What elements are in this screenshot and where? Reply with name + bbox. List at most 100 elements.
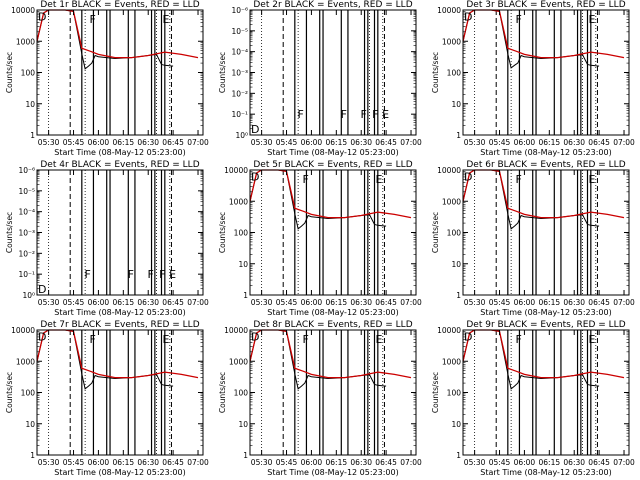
y-tick-label: 10 (238, 420, 248, 429)
flag-letter: E (589, 13, 596, 26)
y-tick-label: 10000 (11, 326, 35, 335)
flag-letter: D (464, 11, 472, 24)
x-tick-label: 06:45 (162, 138, 184, 147)
x-tick-label: 07:00 (613, 138, 635, 147)
plot-frame (462, 9, 630, 136)
x-tick-label: 06:00 (301, 458, 323, 467)
x-tick-label: 06:15 (113, 458, 135, 467)
plot-frame (36, 329, 204, 456)
lld-series-line (249, 169, 412, 219)
x-tick-label: 05:45 (63, 298, 85, 307)
x-tick-label: 06:45 (588, 458, 610, 467)
y-tick-label: 10000 (437, 326, 461, 335)
y-tick-label: 1000 (442, 197, 461, 206)
flag-letter: F (89, 13, 95, 26)
flag-letter: F (361, 108, 367, 121)
x-tick-label: 06:15 (539, 298, 561, 307)
flag-letter: E (376, 333, 383, 346)
y-tick-label: 10⁻⁵ (231, 27, 248, 36)
flag-letter: F (128, 268, 134, 281)
x-tick-label: 06:15 (113, 138, 135, 147)
x-tick-label: 06:00 (514, 298, 536, 307)
lld-series-line (462, 9, 625, 59)
chart-panel-7: Det 7r BLACK = Events, RED = LLD 1 10 100 10… (5, 320, 209, 477)
y-tick-label: 1000 (16, 357, 35, 366)
flag-letter: F (84, 268, 90, 281)
y-tick-label: 1000 (442, 357, 461, 366)
y-tick-label: 1 (456, 291, 461, 300)
x-tick-label: 05:45 (276, 298, 298, 307)
plot-frame (462, 169, 630, 296)
y-tick-label: 10 (25, 100, 35, 109)
x-tick-label: 06:00 (88, 458, 110, 467)
flag-letter: D (38, 331, 46, 344)
lld-series-line (249, 329, 412, 379)
y-tick-label: 10 (25, 420, 35, 429)
flag-letter: E (169, 268, 176, 281)
x-axis-label: Start Time (08-May-12 05:23:00) (54, 308, 185, 317)
y-tick-label: 10 (451, 260, 461, 269)
x-tick-label: 06:30 (350, 458, 372, 467)
events-series-line (36, 9, 174, 70)
x-axis-label: Start Time (08-May-12 05:23:00) (267, 148, 398, 157)
x-tick-label: 05:30 (464, 458, 486, 467)
x-tick-label: 06:30 (350, 298, 372, 307)
y-tick-label: 1 (456, 131, 461, 140)
x-tick-label: 07:00 (400, 458, 422, 467)
x-tick-label: 05:30 (38, 458, 60, 467)
x-tick-label: 06:45 (588, 138, 610, 147)
flag-letter: E (382, 108, 389, 121)
y-tick-label: 1 (243, 291, 248, 300)
flag-letter: F (302, 333, 308, 346)
chart-panel-2: Det 2r BLACK = Events, RED = LLD 10⁰ 10⁻¹ 1… (218, 0, 422, 157)
y-tick-label: 1000 (442, 37, 461, 46)
x-tick-label: 06:45 (375, 458, 397, 467)
y-axis-label: Counts/sec (431, 52, 440, 93)
flag-letter: D (251, 171, 259, 184)
y-axis-label: Counts/sec (5, 372, 14, 413)
y-tick-label: 1 (456, 451, 461, 460)
plot-frame (462, 329, 630, 456)
chart-title: Det 9r BLACK = Events, RED = LLD (466, 320, 625, 330)
flag-letter: F (302, 173, 308, 186)
chart-panel-8: Det 8r BLACK = Events, RED = LLD 1 10 100 10… (218, 320, 422, 477)
x-tick-label: 05:45 (63, 458, 85, 467)
flag-letter: F (148, 268, 154, 281)
y-tick-label: 10⁻⁶ (231, 6, 248, 15)
x-tick-label: 06:00 (514, 138, 536, 147)
y-tick-label: 100 (21, 69, 36, 78)
y-axis-label: Counts/sec (431, 372, 440, 413)
y-tick-label: 10⁻⁴ (231, 48, 248, 57)
flag-letter: D (464, 331, 472, 344)
x-tick-label: 06:30 (137, 458, 159, 467)
chart-title: Det 5r BLACK = Events, RED = LLD (253, 160, 412, 170)
x-tick-label: 06:30 (137, 298, 159, 307)
lld-series-line (36, 9, 199, 59)
y-tick-label: 1 (243, 451, 248, 460)
x-tick-label: 07:00 (613, 458, 635, 467)
x-tick-label: 06:30 (563, 298, 585, 307)
flag-letter: F (515, 13, 521, 26)
y-axis-label: Counts/sec (5, 212, 14, 253)
x-tick-label: 05:45 (489, 298, 511, 307)
y-tick-label: 10⁻³ (18, 229, 35, 238)
y-tick-label: 10 (238, 260, 248, 269)
y-axis-label: Counts/sec (218, 372, 227, 413)
events-series-line (249, 169, 387, 230)
x-tick-label: 06:45 (375, 138, 397, 147)
chart-title: Det 6r BLACK = Events, RED = LLD (466, 160, 625, 170)
flag-letter: F (341, 108, 347, 121)
x-axis-label: Start Time (08-May-12 05:23:00) (54, 468, 185, 477)
x-tick-label: 07:00 (187, 138, 209, 147)
y-tick-label: 10000 (224, 326, 248, 335)
x-axis-label: Start Time (08-May-12 05:23:00) (267, 308, 398, 317)
y-axis-label: Counts/sec (431, 212, 440, 253)
plot-frame (249, 169, 417, 296)
flag-letter: F (515, 333, 521, 346)
x-tick-label: 07:00 (400, 138, 422, 147)
x-axis-label: Start Time (08-May-12 05:23:00) (480, 468, 611, 477)
x-tick-label: 06:15 (326, 298, 348, 307)
x-tick-label: 06:30 (137, 138, 159, 147)
x-tick-label: 06:00 (301, 138, 323, 147)
flag-letter: D (38, 11, 46, 24)
